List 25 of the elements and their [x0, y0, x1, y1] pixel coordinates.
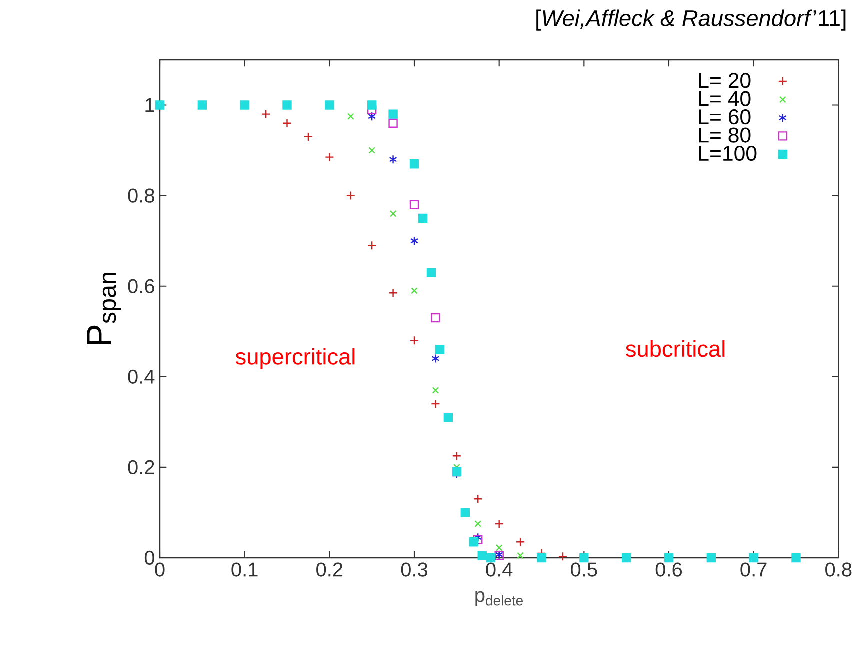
- x-tick-label: 0.7: [740, 562, 767, 577]
- x-tick-label: 0: [155, 562, 165, 577]
- y-tick-label: 0.2: [128, 460, 154, 475]
- legend-label: L=100: [699, 146, 757, 162]
- legend-label: L= 40: [699, 91, 751, 106]
- x-tick-label: 0.8: [826, 562, 852, 577]
- x-tick-label: 0.1: [232, 562, 258, 577]
- y-tick-label: 0: [144, 550, 155, 566]
- y-tick-label: 0.8: [128, 188, 154, 203]
- x-tick-label: 0.5: [571, 562, 598, 577]
- legend-label: L= 80: [699, 128, 751, 143]
- y-tick-label: 0.4: [128, 370, 155, 384]
- annotation: supercritical: [236, 348, 355, 370]
- annotation: subcritical: [626, 340, 725, 358]
- x-axis-title: p$_{delete}$: [476, 591, 523, 606]
- y-axis-title: P$_{span}$: [87, 273, 122, 344]
- y-tick-label: 0.6: [128, 279, 154, 294]
- x-tick-label: 0.4: [486, 562, 513, 577]
- x-tick-label: 0.2: [316, 562, 343, 577]
- y-tick-label: 1: [146, 98, 154, 112]
- legend-label: L= 20: [699, 73, 751, 88]
- legend-label: L= 60: [699, 110, 751, 125]
- chart-title: [Wei,Affleck & Raussendorf’11]: [536, 10, 846, 31]
- x-tick-label: 0.6: [656, 562, 682, 577]
- x-tick-label: 0.3: [401, 562, 428, 577]
